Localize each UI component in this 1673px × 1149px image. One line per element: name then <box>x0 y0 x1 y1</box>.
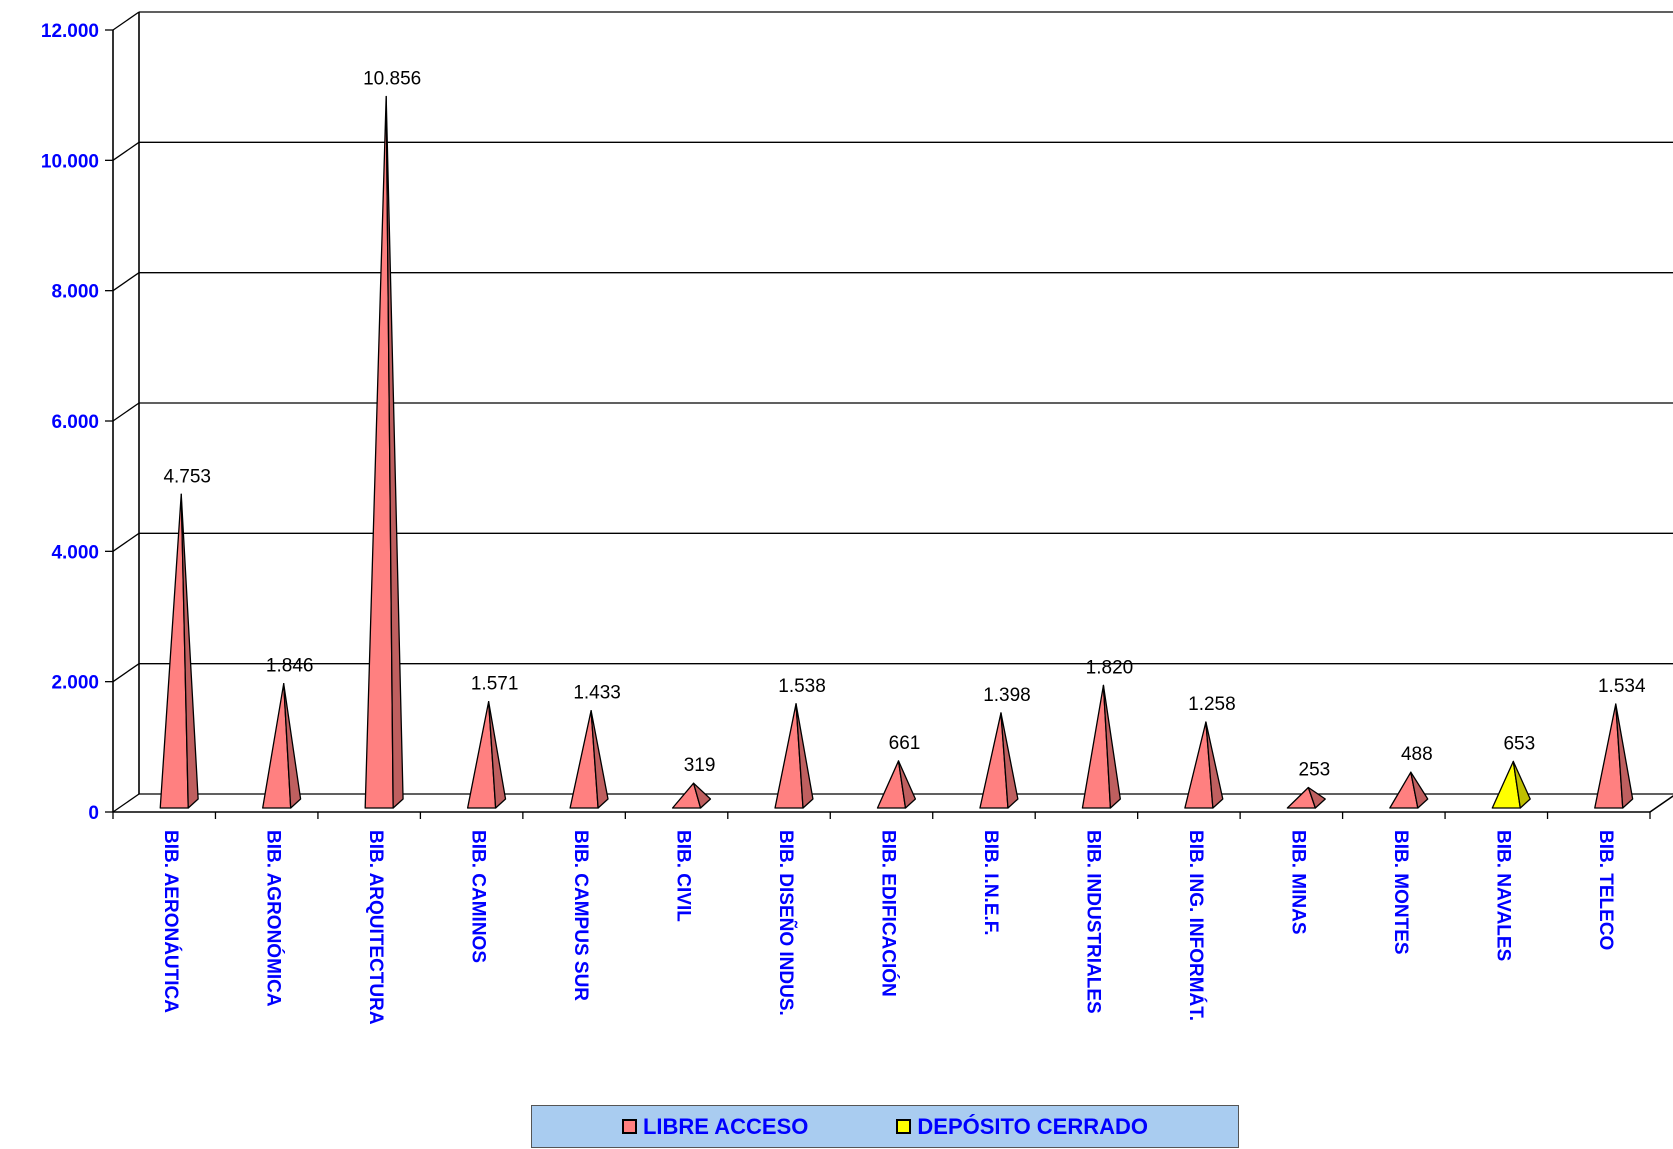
legend-swatch-deposito-cerrado <box>896 1119 912 1134</box>
bar-bib-campus-sur-side <box>590 709 609 809</box>
y-tick-label-2.000: 2.000 <box>51 673 99 694</box>
x-tick-label-bib-ing-informat: BIB. ING. INFORMÁT. <box>1185 830 1207 1021</box>
x-tick-label-bib-arquitectura: BIB. ARQUITECTURA <box>365 830 386 1025</box>
data-label-bib-teleco: 1.534 <box>1598 676 1646 697</box>
side-gridline-6.000 <box>112 402 140 422</box>
data-label-bib-civil: 319 <box>684 755 716 776</box>
data-labels: 4.753 1.846 10.856 1.571 1.433 319 1.538 661 1.3… <box>163 69 1646 781</box>
data-label-bib-arquitectura: 10.856 <box>363 69 421 90</box>
bar-bib-teleco-side <box>1615 703 1634 809</box>
bar-bib-i-n-e-f-side <box>1000 712 1019 809</box>
side-gridline-2.000 <box>112 663 140 683</box>
y-tick-label-6.000: 6.000 <box>51 412 99 433</box>
y-tick-label-10.000: 10.000 <box>41 151 99 172</box>
legend-item-libre-acceso: LIBRE ACCESO <box>621 1113 809 1140</box>
side-gridline-12.000 <box>112 11 140 31</box>
x-tick-label-bib-campus-sur: BIB. CAMPUS SUR <box>570 830 591 1001</box>
bar-bib-caminos-side <box>487 700 507 809</box>
data-label-bib-ing-informat: 1.258 <box>1188 694 1236 715</box>
x-tick-label-bib-industriales: BIB. INDUSTRIALES <box>1082 830 1103 1014</box>
bar-bib-agronomica-side <box>283 683 302 809</box>
x-tick-label-bib-minas: BIB. MINAS <box>1287 830 1308 935</box>
bar-bib-montes-side <box>1410 771 1429 809</box>
legend-label-libre-acceso: LIBRE ACCESO <box>642 1113 809 1139</box>
x-tick-label-bib-teleco: BIB. TELECO <box>1595 830 1616 950</box>
side-gridline-0 <box>112 793 140 813</box>
bar-bib-arquitectura-side <box>385 95 404 809</box>
y-tick-label-0: 0 <box>88 803 99 824</box>
bar-bib-diseno-indus-side <box>795 703 814 809</box>
axes <box>112 12 1673 813</box>
side-gridline-10.000 <box>112 141 140 161</box>
data-label-bib-industriales: 1.820 <box>1086 657 1134 678</box>
x-tick-label-bib-caminos: BIB. CAMINOS <box>468 830 489 963</box>
data-label-bib-agronomica: 1.846 <box>266 656 314 677</box>
bar-bib-navales-side <box>1512 760 1531 809</box>
x-tick-label-bib-civil: BIB. CIVIL <box>673 830 694 922</box>
x-tick-label-bib-i-n-e-f: BIB. I.N.E.F. <box>980 830 1001 936</box>
x-tick-label-bib-edificacion: BIB. EDIFICACIÓN <box>878 830 900 997</box>
legend-label-deposito-cerrado: DEPÓSITO CERRADO <box>917 1113 1149 1139</box>
data-label-bib-aeronautica: 4.753 <box>163 466 211 487</box>
data-label-bib-minas: 253 <box>1299 760 1331 781</box>
data-label-bib-caminos: 1.571 <box>471 674 519 695</box>
x-tick-label-bib-agronomica: BIB. AGRONÓMICA <box>263 830 285 1007</box>
data-label-bib-edificacion: 661 <box>889 733 921 754</box>
data-label-bib-i-n-e-f: 1.398 <box>983 685 1031 706</box>
data-label-bib-diseno-indus: 1.538 <box>778 676 826 697</box>
gridlines <box>112 11 1673 813</box>
data-label-bib-campus-sur: 1.433 <box>573 683 621 704</box>
side-gridline-8.000 <box>112 272 140 292</box>
legend-item-deposito-cerrado: DEPÓSITO CERRADO <box>896 1114 1148 1140</box>
x-tick-label-bib-aeronautica: BIB. AERONÁUTICA <box>160 830 182 1013</box>
y-axis-ticks: 0 2.000 4.000 6.000 8.000 10.000 12.000 <box>41 21 113 824</box>
bar-bib-industriales-side <box>1102 684 1121 809</box>
x-tick-label-bib-diseno-indus: BIB. DISEÑO INDUS. <box>775 830 797 1016</box>
x-tick-label-bib-navales: BIB. NAVALES <box>1492 830 1513 961</box>
bar-bib-edificacion-side <box>897 760 917 809</box>
bar-bib-minas-side <box>1307 786 1326 809</box>
bar-bib-aeronautica-side <box>180 493 199 809</box>
x-axis-ticks: BIB. AERONÁUTICA BIB. AGRONÓMICA BIB. ARQU… <box>112 812 1651 1025</box>
y-tick-label-4.000: 4.000 <box>51 542 99 563</box>
legend: LIBRE ACCESO DEPÓSITO CERRADO <box>531 1105 1239 1148</box>
x-tick-label-bib-montes: BIB. MONTES <box>1390 830 1411 955</box>
bar-bib-civil-side <box>692 782 712 809</box>
bar-bib-ing-informat-side <box>1205 721 1224 809</box>
y-tick-label-12.000: 12.000 <box>41 21 99 42</box>
data-label-bib-navales: 653 <box>1503 733 1535 754</box>
bars <box>159 95 1634 809</box>
legend-swatch-libre-acceso <box>621 1119 637 1134</box>
side-gridline-4.000 <box>112 532 140 552</box>
y-tick-label-8.000: 8.000 <box>51 282 99 303</box>
floor-right-edge <box>1649 795 1673 813</box>
data-label-bib-montes: 488 <box>1401 744 1433 765</box>
